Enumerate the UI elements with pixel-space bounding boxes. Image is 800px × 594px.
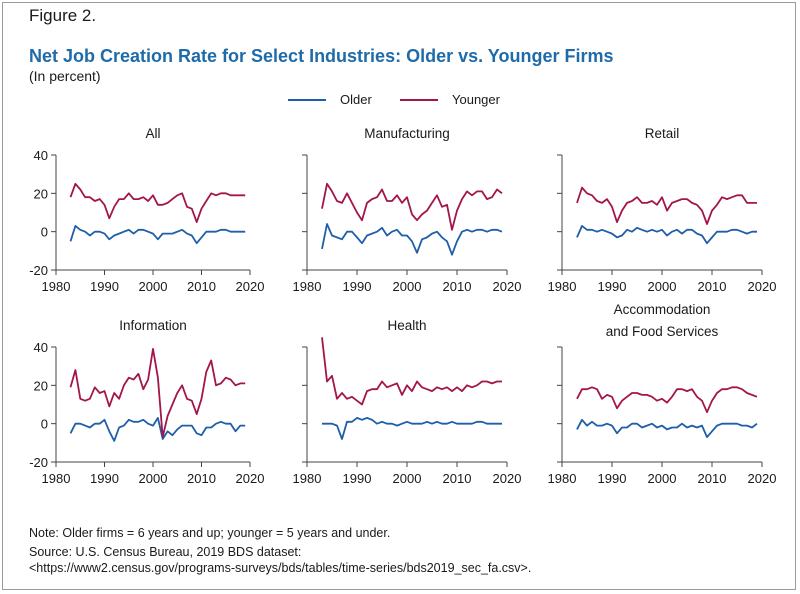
- legend-label-older: Older: [340, 92, 372, 107]
- source-text: Source: U.S. Census Bureau, 2019 BDS dat…: [29, 545, 302, 559]
- x-tick-label-all: 2020: [236, 279, 265, 294]
- x-tick-label-all: 1980: [42, 279, 71, 294]
- x-tick-label-health: 1980: [293, 471, 322, 486]
- legend-label-younger: Younger: [452, 92, 500, 107]
- series-line-younger-information: [69, 347, 246, 439]
- x-tick-label-accommodation-and-food-services: 1990: [598, 471, 627, 486]
- legend: Older Younger: [0, 92, 800, 108]
- series-line-older-all: [69, 224, 246, 245]
- figure-title: Net Job Creation Rate for Select Industr…: [29, 46, 614, 66]
- x-tick-label-retail: 2000: [648, 279, 677, 294]
- panel-title-information: Information: [119, 318, 187, 333]
- series-line-younger-manufacturing: [321, 182, 503, 231]
- series-line-younger-all: [69, 182, 246, 224]
- x-tick-label-accommodation-and-food-services: 1980: [548, 471, 577, 486]
- x-tick-label-health: 2020: [493, 471, 522, 486]
- x-tick-label-information: 1990: [90, 471, 119, 486]
- x-tick-label-health: 1990: [343, 471, 372, 486]
- legend-item-younger: Younger: [400, 92, 500, 107]
- series-line-older-information: [69, 416, 246, 442]
- x-tick-label-accommodation-and-food-services: 2010: [698, 471, 727, 486]
- y-tick-label-information: -20: [29, 455, 48, 470]
- y-tick-label-all: -20: [29, 263, 48, 278]
- legend-swatch-older: [288, 98, 326, 101]
- x-tick-label-information: 2010: [187, 471, 216, 486]
- x-tick-label-retail: 1990: [598, 279, 627, 294]
- x-tick-label-information: 2000: [139, 471, 168, 486]
- panel-title-retail: Retail: [645, 126, 680, 141]
- x-tick-label-health: 2000: [393, 471, 422, 486]
- panel-title-manufacturing: Manufacturing: [364, 126, 450, 141]
- panel-title-accommodation-and-food-services-line2: and Food Services: [606, 324, 719, 339]
- series-line-older-retail: [576, 224, 757, 245]
- x-tick-label-accommodation-and-food-services: 2020: [748, 471, 777, 486]
- notes: Note: Older firms = 6 years and up; youn…: [29, 525, 531, 576]
- panel-title-accommodation-and-food-services: Accommodation: [614, 302, 711, 317]
- series-line-older-health: [322, 416, 502, 440]
- x-tick-label-manufacturing: 1980: [293, 279, 322, 294]
- legend-item-older: Older: [288, 92, 372, 107]
- series-line-younger-accommodation-and-food-services: [576, 386, 758, 414]
- x-tick-label-manufacturing: 2000: [393, 279, 422, 294]
- legend-swatch-younger: [400, 98, 438, 101]
- y-tick-label-all: 0: [41, 225, 48, 240]
- series-line-older-manufacturing: [321, 223, 503, 256]
- x-tick-label-manufacturing: 2010: [443, 279, 472, 294]
- series-line-older-accommodation-and-food-services: [576, 418, 758, 439]
- x-tick-label-all: 1990: [90, 279, 119, 294]
- x-tick-label-all: 2010: [187, 279, 216, 294]
- series-line-younger-retail: [576, 186, 757, 225]
- figure-subtitle: (In percent): [29, 68, 101, 84]
- series-line-younger-health: [321, 337, 502, 406]
- panel-title-health: Health: [387, 318, 426, 333]
- y-tick-label-information: 0: [41, 417, 48, 432]
- x-tick-label-retail: 2020: [748, 279, 777, 294]
- x-tick-label-information: 2020: [236, 471, 265, 486]
- y-tick-label-information: 40: [34, 340, 48, 355]
- x-tick-label-accommodation-and-food-services: 2000: [648, 471, 677, 486]
- panel-title-all: All: [145, 126, 160, 141]
- y-tick-label-information: 20: [34, 378, 48, 393]
- figure-label: Figure 2.: [29, 6, 97, 25]
- x-tick-label-health: 2010: [443, 471, 472, 486]
- x-tick-label-retail: 1980: [548, 279, 577, 294]
- x-tick-label-information: 1980: [42, 471, 71, 486]
- source-url: <https://www2.census.gov/programs-survey…: [29, 561, 532, 575]
- note-text: Note: Older firms = 6 years and up; youn…: [29, 526, 391, 540]
- x-tick-label-manufacturing: 1990: [343, 279, 372, 294]
- x-tick-label-all: 2000: [139, 279, 168, 294]
- y-tick-label-all: 40: [34, 148, 48, 163]
- x-tick-label-manufacturing: 2020: [493, 279, 522, 294]
- y-tick-label-all: 20: [34, 186, 48, 201]
- x-tick-label-retail: 2010: [698, 279, 727, 294]
